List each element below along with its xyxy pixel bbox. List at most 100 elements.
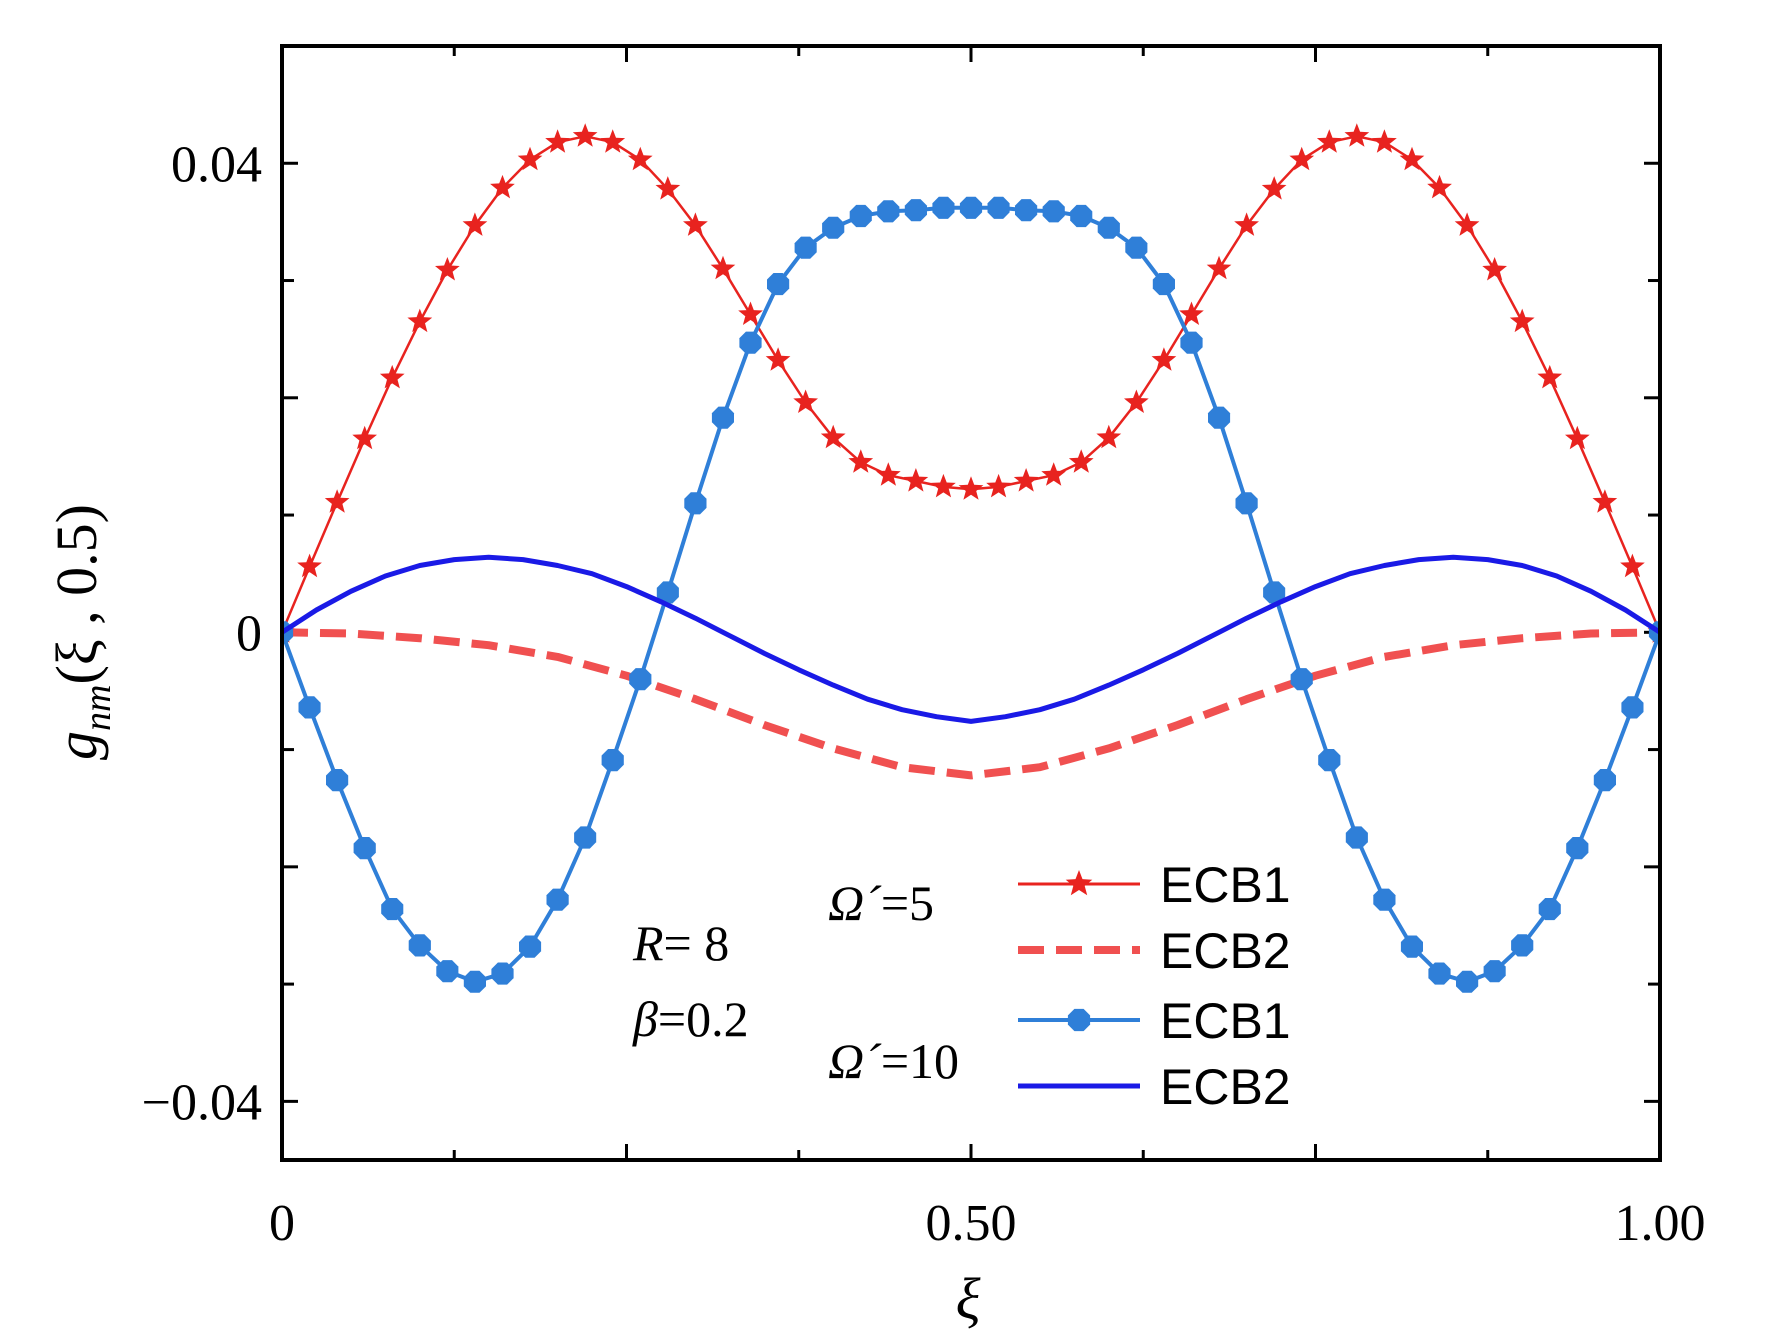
series-marker-star: [931, 473, 956, 498]
legend-item-omega5-ecb2: ECB2: [1018, 923, 1291, 979]
series-marker-octagon: [767, 273, 790, 296]
series-marker-octagon: [904, 199, 927, 222]
series-marker-star: [517, 146, 543, 171]
series-marker-octagon: [1180, 331, 1203, 354]
series-marker-octagon: [519, 935, 542, 958]
series-marker-star: [683, 212, 708, 236]
series-marker-octagon: [1373, 888, 1396, 911]
series-marker-star: [352, 425, 377, 450]
series-marker-octagon: [1125, 236, 1148, 259]
series-marker-octagon: [1208, 406, 1231, 429]
series-marker-octagon: [932, 196, 955, 219]
series-marker-octagon: [326, 769, 349, 792]
series-0: [282, 123, 1660, 643]
y-tick-label: 0: [236, 605, 262, 662]
series-marker-octagon: [546, 888, 569, 911]
series-marker-star: [765, 347, 791, 371]
series-marker-octagon: [1290, 668, 1313, 691]
series-marker-star: [379, 364, 405, 389]
series-marker-star: [876, 462, 901, 486]
legend-label-omega5-ecb2: ECB2: [1160, 923, 1291, 979]
series-marker-octagon: [1483, 960, 1506, 983]
series-marker-star: [1620, 553, 1645, 578]
series-marker-octagon: [711, 406, 734, 429]
series-marker-octagon: [794, 236, 817, 259]
series-marker-octagon: [822, 216, 845, 239]
series-marker-star: [655, 176, 681, 200]
legend-item-omega10-ecb2: ECB2: [1018, 1059, 1291, 1115]
series-marker-octagon: [353, 837, 376, 860]
series-line: [282, 205, 1660, 984]
series-marker-star: [1537, 364, 1563, 389]
series-marker-star: [1013, 468, 1039, 492]
series-1: [282, 628, 1660, 780]
x-tick-label: 0.50: [926, 1195, 1017, 1252]
series-marker-star: [1234, 212, 1259, 236]
y-tick-label: 0.04: [171, 136, 262, 193]
series-marker-octagon: [959, 196, 983, 219]
series-marker-star: [820, 424, 846, 449]
series-marker-star: [1509, 308, 1535, 333]
series-3: [282, 554, 1660, 724]
series-marker-star: [1289, 146, 1315, 171]
x-tick-label: 1.00: [1615, 1195, 1706, 1252]
series-marker-star: [1096, 424, 1122, 449]
annotation-omega-5: Ω´=5: [828, 875, 934, 931]
series-marker-octagon: [1318, 749, 1341, 772]
series-marker-star: [738, 301, 763, 325]
annotation-omega-10: Ω´=10: [828, 1033, 959, 1089]
legend-star-marker: [1065, 870, 1093, 896]
series-marker-octagon: [1235, 492, 1258, 515]
series-line: [282, 554, 1660, 724]
series-marker-star: [324, 489, 350, 513]
legend: ECB1 ECB2 ECB1 ECB2: [1018, 857, 1291, 1115]
series-marker-octagon: [463, 970, 486, 993]
series-marker-star: [407, 308, 433, 333]
series-marker-star: [1565, 425, 1590, 450]
series-marker-octagon: [1538, 898, 1561, 921]
series-marker-octagon: [491, 962, 514, 985]
series-marker-star: [1261, 176, 1287, 200]
legend-label-omega10-ecb2: ECB2: [1160, 1059, 1291, 1115]
series-marker-octagon: [1042, 200, 1065, 223]
y-axis-label-main: g: [44, 731, 109, 760]
series-marker-star: [297, 553, 322, 578]
y-axis-label-sub: nm: [77, 685, 119, 731]
legend-item-omega5-ecb1: ECB1: [1018, 857, 1291, 913]
series-2: [282, 196, 1660, 993]
series-marker-star: [958, 476, 984, 500]
series-marker-star: [627, 146, 653, 171]
series-marker-star: [1454, 212, 1480, 236]
series-marker-star: [545, 129, 570, 153]
series-marker-octagon: [298, 696, 321, 719]
series-marker-octagon: [1621, 696, 1644, 719]
series-marker-star: [848, 449, 874, 473]
series-marker-octagon: [987, 196, 1010, 219]
series-marker-octagon: [1566, 837, 1589, 860]
series-marker-octagon: [381, 898, 404, 921]
svg-text:gnm(ξ , 0.5): gnm(ξ , 0.5): [44, 504, 119, 760]
series-marker-octagon: [436, 960, 459, 983]
series-marker-octagon: [574, 826, 597, 849]
series-marker-octagon: [1152, 273, 1175, 296]
series-marker-octagon: [1015, 199, 1038, 222]
series-marker-star: [986, 473, 1011, 498]
series-marker-octagon: [629, 668, 652, 691]
series-marker-star: [600, 129, 626, 153]
series-marker-star: [1068, 449, 1094, 473]
series-marker-octagon: [1456, 970, 1479, 993]
legend-octagon-marker: [1067, 1008, 1091, 1032]
legend-label-omega5-ecb1: ECB1: [1160, 857, 1291, 913]
series-marker-octagon: [877, 200, 900, 223]
series-marker-octagon: [1097, 216, 1120, 239]
series-marker-star: [1206, 255, 1232, 280]
series-marker-star: [1179, 301, 1204, 325]
series-marker-star: [1344, 123, 1370, 147]
series-marker-star: [1124, 389, 1149, 413]
annotation-r: R= 8: [632, 915, 729, 971]
legend-item-omega10-ecb1: ECB1: [1018, 993, 1291, 1049]
series-marker-octagon: [408, 934, 431, 957]
series-marker-star: [1399, 146, 1425, 171]
y-tick-label: −0.04: [142, 1074, 262, 1131]
